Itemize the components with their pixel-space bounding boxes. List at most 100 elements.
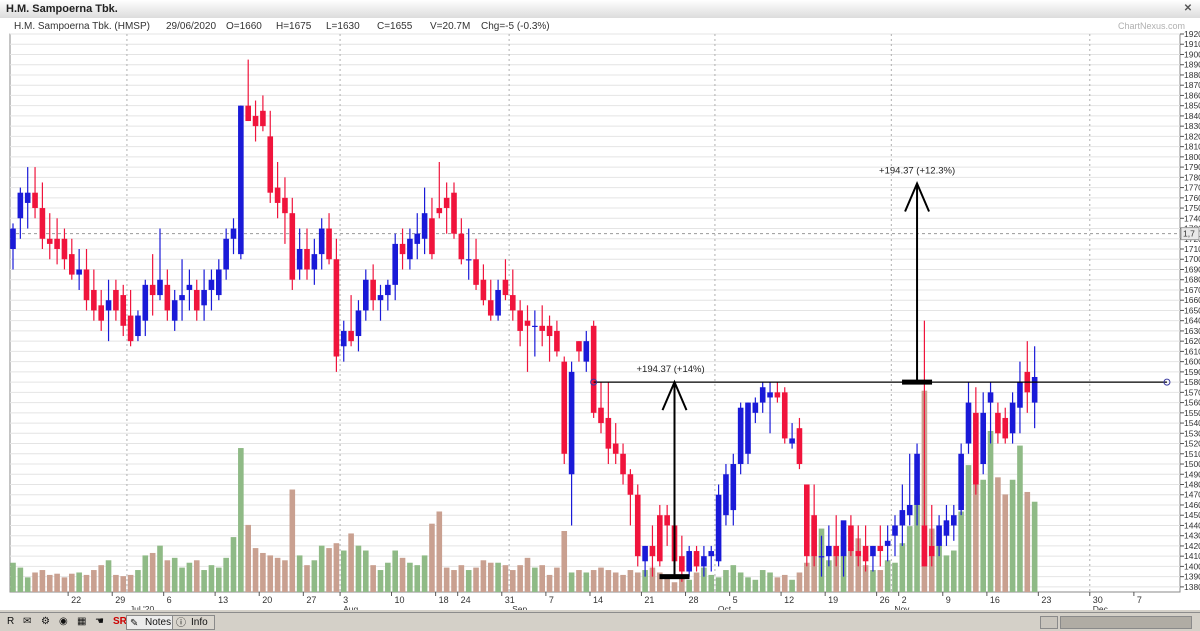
volume-bar bbox=[142, 555, 149, 592]
candle-body bbox=[848, 525, 854, 552]
volume-bar bbox=[958, 511, 964, 592]
candle-body bbox=[83, 269, 90, 301]
y-tick-label: 1430 bbox=[1184, 531, 1200, 541]
sr-icon[interactable]: SR bbox=[113, 616, 127, 627]
volume-bar bbox=[657, 572, 663, 592]
volume-bar bbox=[995, 477, 1001, 592]
x-tick-label: 18 bbox=[439, 595, 449, 605]
volume-bar bbox=[179, 567, 185, 592]
volume-bar bbox=[804, 562, 810, 592]
candle-body bbox=[679, 556, 685, 572]
candle-body bbox=[135, 315, 141, 337]
candle-body bbox=[958, 453, 964, 511]
volume-bar bbox=[737, 572, 744, 592]
volume-bar bbox=[943, 555, 950, 592]
candle-body bbox=[69, 254, 75, 275]
candle-body bbox=[546, 325, 553, 337]
scrollbar-thumb[interactable] bbox=[1060, 616, 1192, 629]
candle-body bbox=[113, 289, 119, 311]
volume-bar bbox=[686, 579, 692, 592]
candle-body bbox=[465, 259, 472, 261]
y-tick-label: 1580 bbox=[1184, 377, 1200, 387]
globe-icon[interactable]: ◉ bbox=[59, 616, 68, 627]
candle-body bbox=[201, 289, 207, 306]
volume-bar bbox=[1017, 445, 1023, 592]
x-tick-label: 6 bbox=[167, 595, 172, 605]
scroll-left-button[interactable] bbox=[1040, 616, 1058, 629]
volume-bar bbox=[767, 572, 773, 592]
candle-body bbox=[781, 392, 788, 439]
candle-body bbox=[965, 402, 972, 444]
candle-body bbox=[252, 115, 259, 127]
y-tick-label: 1750 bbox=[1184, 203, 1200, 213]
volume-bar bbox=[642, 570, 648, 592]
candle-body bbox=[164, 284, 171, 311]
y-tick-label: 1710 bbox=[1184, 244, 1200, 254]
volume-bar bbox=[510, 570, 516, 592]
volume-bar bbox=[127, 574, 134, 592]
volume-bar bbox=[289, 489, 296, 592]
candle-body bbox=[892, 525, 898, 536]
candle-body bbox=[363, 279, 369, 311]
info-icon: ⓘ bbox=[176, 618, 186, 629]
mail-icon[interactable]: ✉ bbox=[23, 616, 32, 627]
candle-body bbox=[127, 315, 134, 342]
volume-bar bbox=[318, 545, 325, 592]
candle-body bbox=[833, 545, 839, 557]
volume-bar bbox=[370, 565, 376, 592]
volume-bar bbox=[546, 574, 553, 592]
calendar-icon[interactable]: ▦ bbox=[77, 616, 87, 627]
x-tick-label: 2 bbox=[902, 595, 907, 605]
trendline-handle bbox=[590, 378, 598, 386]
candle-body bbox=[906, 504, 913, 516]
candle-body bbox=[296, 249, 303, 270]
candle-body bbox=[46, 238, 53, 244]
y-tick-label: 1440 bbox=[1184, 520, 1200, 530]
close-icon[interactable]: ✕ bbox=[1183, 3, 1193, 14]
volume-bar bbox=[649, 567, 656, 592]
volume-bar bbox=[171, 557, 178, 592]
candle-body bbox=[649, 545, 656, 557]
volume-bar bbox=[193, 560, 200, 592]
candle-body bbox=[862, 545, 869, 562]
candle-body bbox=[568, 371, 575, 475]
volume-bar bbox=[973, 470, 979, 592]
y-tick-label: 1380 bbox=[1184, 582, 1200, 592]
volume-bar bbox=[363, 550, 369, 592]
candle-body bbox=[539, 325, 545, 331]
volume-bar bbox=[671, 582, 678, 592]
volume-bar bbox=[899, 543, 906, 592]
price-chart[interactable]: 1380139014001410142014301440145014601470… bbox=[0, 18, 1200, 614]
window-titlebar: H.M. Sampoerna Tbk. ✕ bbox=[0, 0, 1200, 19]
gear-icon[interactable]: ⚙ bbox=[41, 616, 50, 627]
pencil-icon: ✎ bbox=[130, 618, 139, 629]
y-tick-label: 1530 bbox=[1184, 428, 1200, 438]
trendline-handle bbox=[1163, 378, 1171, 386]
candle-body bbox=[561, 361, 568, 454]
candle-body bbox=[715, 494, 722, 562]
candle-body bbox=[517, 310, 523, 331]
volume-bar bbox=[914, 494, 920, 592]
header-change: Chg=-5 (-0.3%) bbox=[481, 21, 550, 32]
y-tick-label: 1450 bbox=[1184, 510, 1200, 520]
candle-body bbox=[620, 453, 626, 475]
volume-bar bbox=[260, 552, 266, 592]
tab-notes[interactable]: ✎ Notes bbox=[126, 615, 179, 630]
volume-bar bbox=[664, 577, 670, 592]
volume-bar bbox=[612, 572, 619, 592]
chart-area[interactable]: 1380139014001410142014301440145014601470… bbox=[0, 18, 1200, 614]
volume-bar bbox=[105, 560, 112, 592]
candle-body bbox=[289, 213, 296, 280]
volume-bar bbox=[46, 574, 53, 592]
volume-bar bbox=[61, 577, 68, 592]
volume-bar bbox=[98, 565, 104, 592]
x-tick-label: 13 bbox=[218, 595, 228, 605]
candle-body bbox=[701, 556, 707, 567]
tab-info[interactable]: ⓘ Info bbox=[172, 615, 215, 630]
volume-bar bbox=[451, 570, 457, 592]
volume-bar bbox=[1002, 494, 1009, 592]
candle-body bbox=[157, 279, 163, 296]
hand-icon[interactable]: ☚ bbox=[95, 616, 104, 627]
x-tick-label: 16 bbox=[990, 595, 1000, 605]
candle-body bbox=[39, 208, 46, 239]
